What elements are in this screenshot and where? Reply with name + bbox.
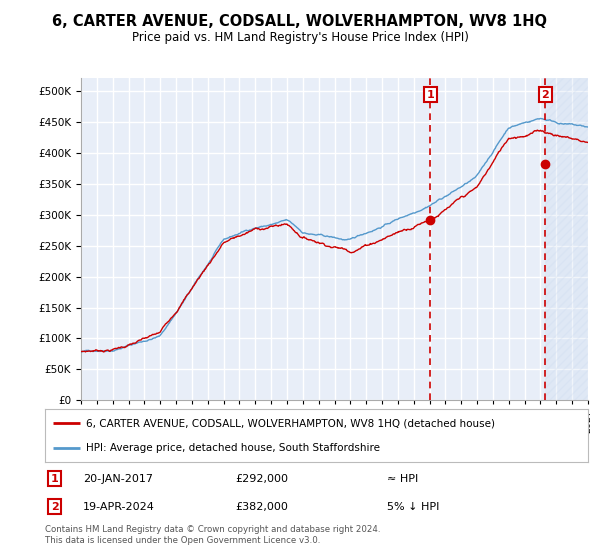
Text: 1: 1 [427, 90, 434, 100]
Text: 6, CARTER AVENUE, CODSALL, WOLVERHAMPTON, WV8 1HQ: 6, CARTER AVENUE, CODSALL, WOLVERHAMPTON… [53, 14, 548, 29]
Text: 2: 2 [541, 90, 549, 100]
Text: 6, CARTER AVENUE, CODSALL, WOLVERHAMPTON, WV8 1HQ (detached house): 6, CARTER AVENUE, CODSALL, WOLVERHAMPTON… [86, 418, 495, 428]
Text: ≈ HPI: ≈ HPI [387, 474, 418, 484]
Text: 1: 1 [51, 474, 59, 484]
Text: £382,000: £382,000 [235, 502, 288, 511]
Text: 2: 2 [51, 502, 59, 511]
Text: HPI: Average price, detached house, South Staffordshire: HPI: Average price, detached house, Sout… [86, 442, 380, 452]
Text: 20-JAN-2017: 20-JAN-2017 [83, 474, 153, 484]
Text: Price paid vs. HM Land Registry's House Price Index (HPI): Price paid vs. HM Land Registry's House … [131, 31, 469, 44]
Text: 5% ↓ HPI: 5% ↓ HPI [387, 502, 439, 511]
Text: Contains HM Land Registry data © Crown copyright and database right 2024.
This d: Contains HM Land Registry data © Crown c… [45, 525, 380, 545]
Text: £292,000: £292,000 [235, 474, 288, 484]
Bar [545, 78, 588, 400]
Text: 19-APR-2024: 19-APR-2024 [83, 502, 155, 511]
